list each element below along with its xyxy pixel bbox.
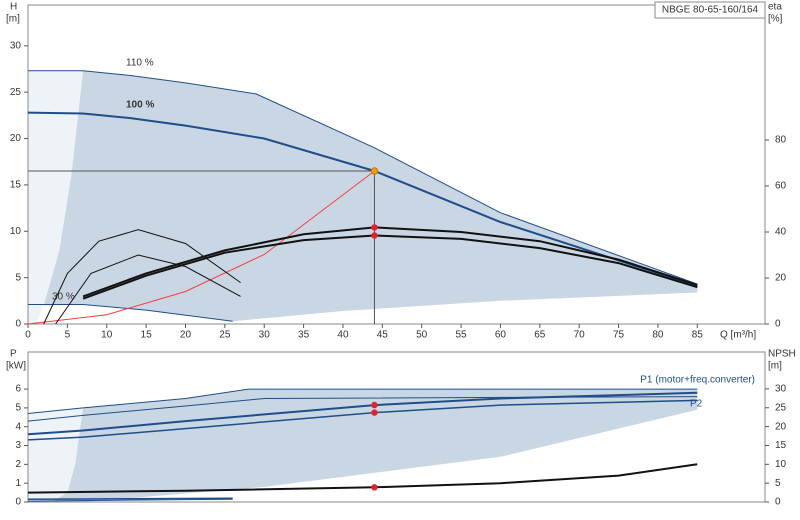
- duty-point: [371, 401, 378, 409]
- curve: [27, 388, 698, 414]
- y2-tick-label: 25: [775, 402, 787, 413]
- y-tick-label: 5: [15, 272, 21, 283]
- x-tick-label: 55: [456, 330, 468, 341]
- x-tick-label: 10: [101, 330, 113, 341]
- y2-tick-label: 40: [775, 227, 787, 238]
- x-tick-label: 20: [180, 330, 192, 341]
- curve: [55, 254, 241, 325]
- curve-label: P2: [690, 399, 703, 410]
- x-tick-label: 50: [416, 330, 428, 341]
- y-tick-label: 2: [15, 459, 21, 470]
- curve-label: 100 %: [126, 100, 154, 111]
- x-tick-label: 0: [25, 330, 31, 341]
- y-tick-label: 25: [10, 87, 22, 98]
- y2-axis-label: eta: [768, 2, 782, 13]
- y-axis-label: P: [10, 349, 17, 360]
- x-tick-label: 60: [495, 330, 507, 341]
- curve: [28, 70, 698, 285]
- curve: [27, 396, 698, 422]
- curve-label: 110 %: [126, 58, 154, 69]
- duty-point: [371, 484, 378, 491]
- x-tick-label: 15: [141, 330, 153, 341]
- y-tick-label: 4: [15, 421, 21, 432]
- x-tick-label: 35: [298, 330, 310, 341]
- y-tick-label: 6: [15, 384, 21, 395]
- x-tick-label: 85: [692, 330, 704, 341]
- y2-tick-label: 15: [775, 440, 787, 451]
- operating-range: [28, 70, 84, 324]
- x-tick-label: 65: [534, 330, 546, 341]
- curve: [27, 111, 698, 287]
- curve-label: 30 %: [52, 292, 75, 303]
- y-tick-label: 3: [15, 440, 21, 451]
- y-axis-unit: [kW]: [6, 361, 26, 372]
- curve: [27, 497, 233, 500]
- x-tick-label: 80: [652, 330, 664, 341]
- curve: [27, 463, 698, 494]
- y2-tick-label: 80: [775, 135, 787, 146]
- curve-label: P1 (motor+freq.converter): [640, 375, 755, 386]
- x-tick-label: 40: [337, 330, 349, 341]
- y2-tick-label: 10: [775, 459, 787, 470]
- duty-point: [371, 409, 378, 416]
- curve: [28, 304, 233, 322]
- plot-frame: [27, 4, 766, 325]
- x-tick-label: 30: [259, 330, 271, 341]
- y2-tick-label: 20: [775, 273, 787, 284]
- duty-point: [371, 232, 378, 239]
- y2-tick-label: 30: [775, 384, 787, 395]
- duty-point: [371, 224, 378, 231]
- x-tick-label: 25: [219, 330, 231, 341]
- y-axis-label: H: [10, 2, 17, 13]
- y2-axis-unit: [m]: [768, 361, 782, 372]
- y2-axis-label: NPSH: [768, 349, 796, 360]
- y2-tick-label: 0: [775, 319, 781, 330]
- title-box: [654, 1, 766, 19]
- x-tick-label: 45: [377, 330, 389, 341]
- y-axis-unit: [m]: [6, 14, 20, 25]
- curve: [43, 229, 241, 325]
- y-tick-label: 10: [10, 226, 22, 237]
- x-tick-label: 75: [613, 330, 625, 341]
- x-tick-label: 70: [574, 330, 586, 341]
- operating-range: [51, 389, 698, 502]
- y-tick-label: 20: [10, 133, 22, 144]
- curve: [27, 399, 698, 441]
- chart-title: NBGE 80-65-160/164: [662, 5, 759, 16]
- y-tick-label: 0: [15, 497, 21, 508]
- y-tick-label: 0: [15, 319, 21, 330]
- y2-tick-label: 60: [775, 181, 787, 192]
- y2-tick-label: 5: [775, 478, 781, 489]
- y-tick-label: 1: [15, 478, 21, 489]
- duty-point: [370, 167, 379, 175]
- y2-tick-label: 0: [775, 497, 781, 508]
- curve: [27, 498, 233, 502]
- y-tick-label: 15: [10, 180, 22, 191]
- y-tick-label: 5: [15, 403, 21, 414]
- x-tick-label: 5: [65, 330, 71, 341]
- y2-tick-label: 20: [775, 421, 787, 432]
- curve: [27, 170, 375, 325]
- y2-axis-unit: [%]: [768, 14, 783, 25]
- x-axis-label: Q [m³/h]: [720, 330, 756, 341]
- y-tick-label: 30: [10, 40, 22, 51]
